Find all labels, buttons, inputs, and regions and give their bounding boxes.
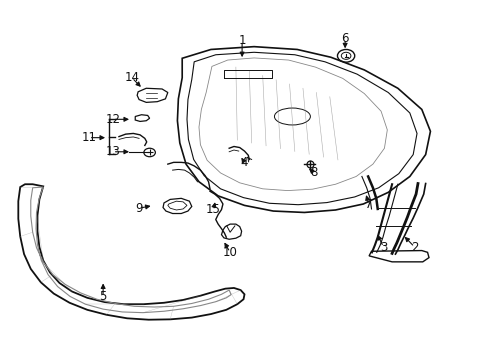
Text: 2: 2 [410,240,418,253]
Text: 13: 13 [105,145,120,158]
Text: 6: 6 [341,32,348,45]
Text: 11: 11 [81,131,96,144]
Text: 9: 9 [135,202,142,215]
Text: 12: 12 [105,113,120,126]
Text: 4: 4 [240,156,248,169]
Text: 10: 10 [222,246,237,259]
Text: 3: 3 [379,240,386,253]
Text: 15: 15 [205,203,221,216]
Text: 1: 1 [238,34,245,47]
Text: 5: 5 [99,290,106,303]
Text: 8: 8 [310,166,317,179]
Text: 14: 14 [124,71,139,84]
Text: 7: 7 [365,198,372,211]
